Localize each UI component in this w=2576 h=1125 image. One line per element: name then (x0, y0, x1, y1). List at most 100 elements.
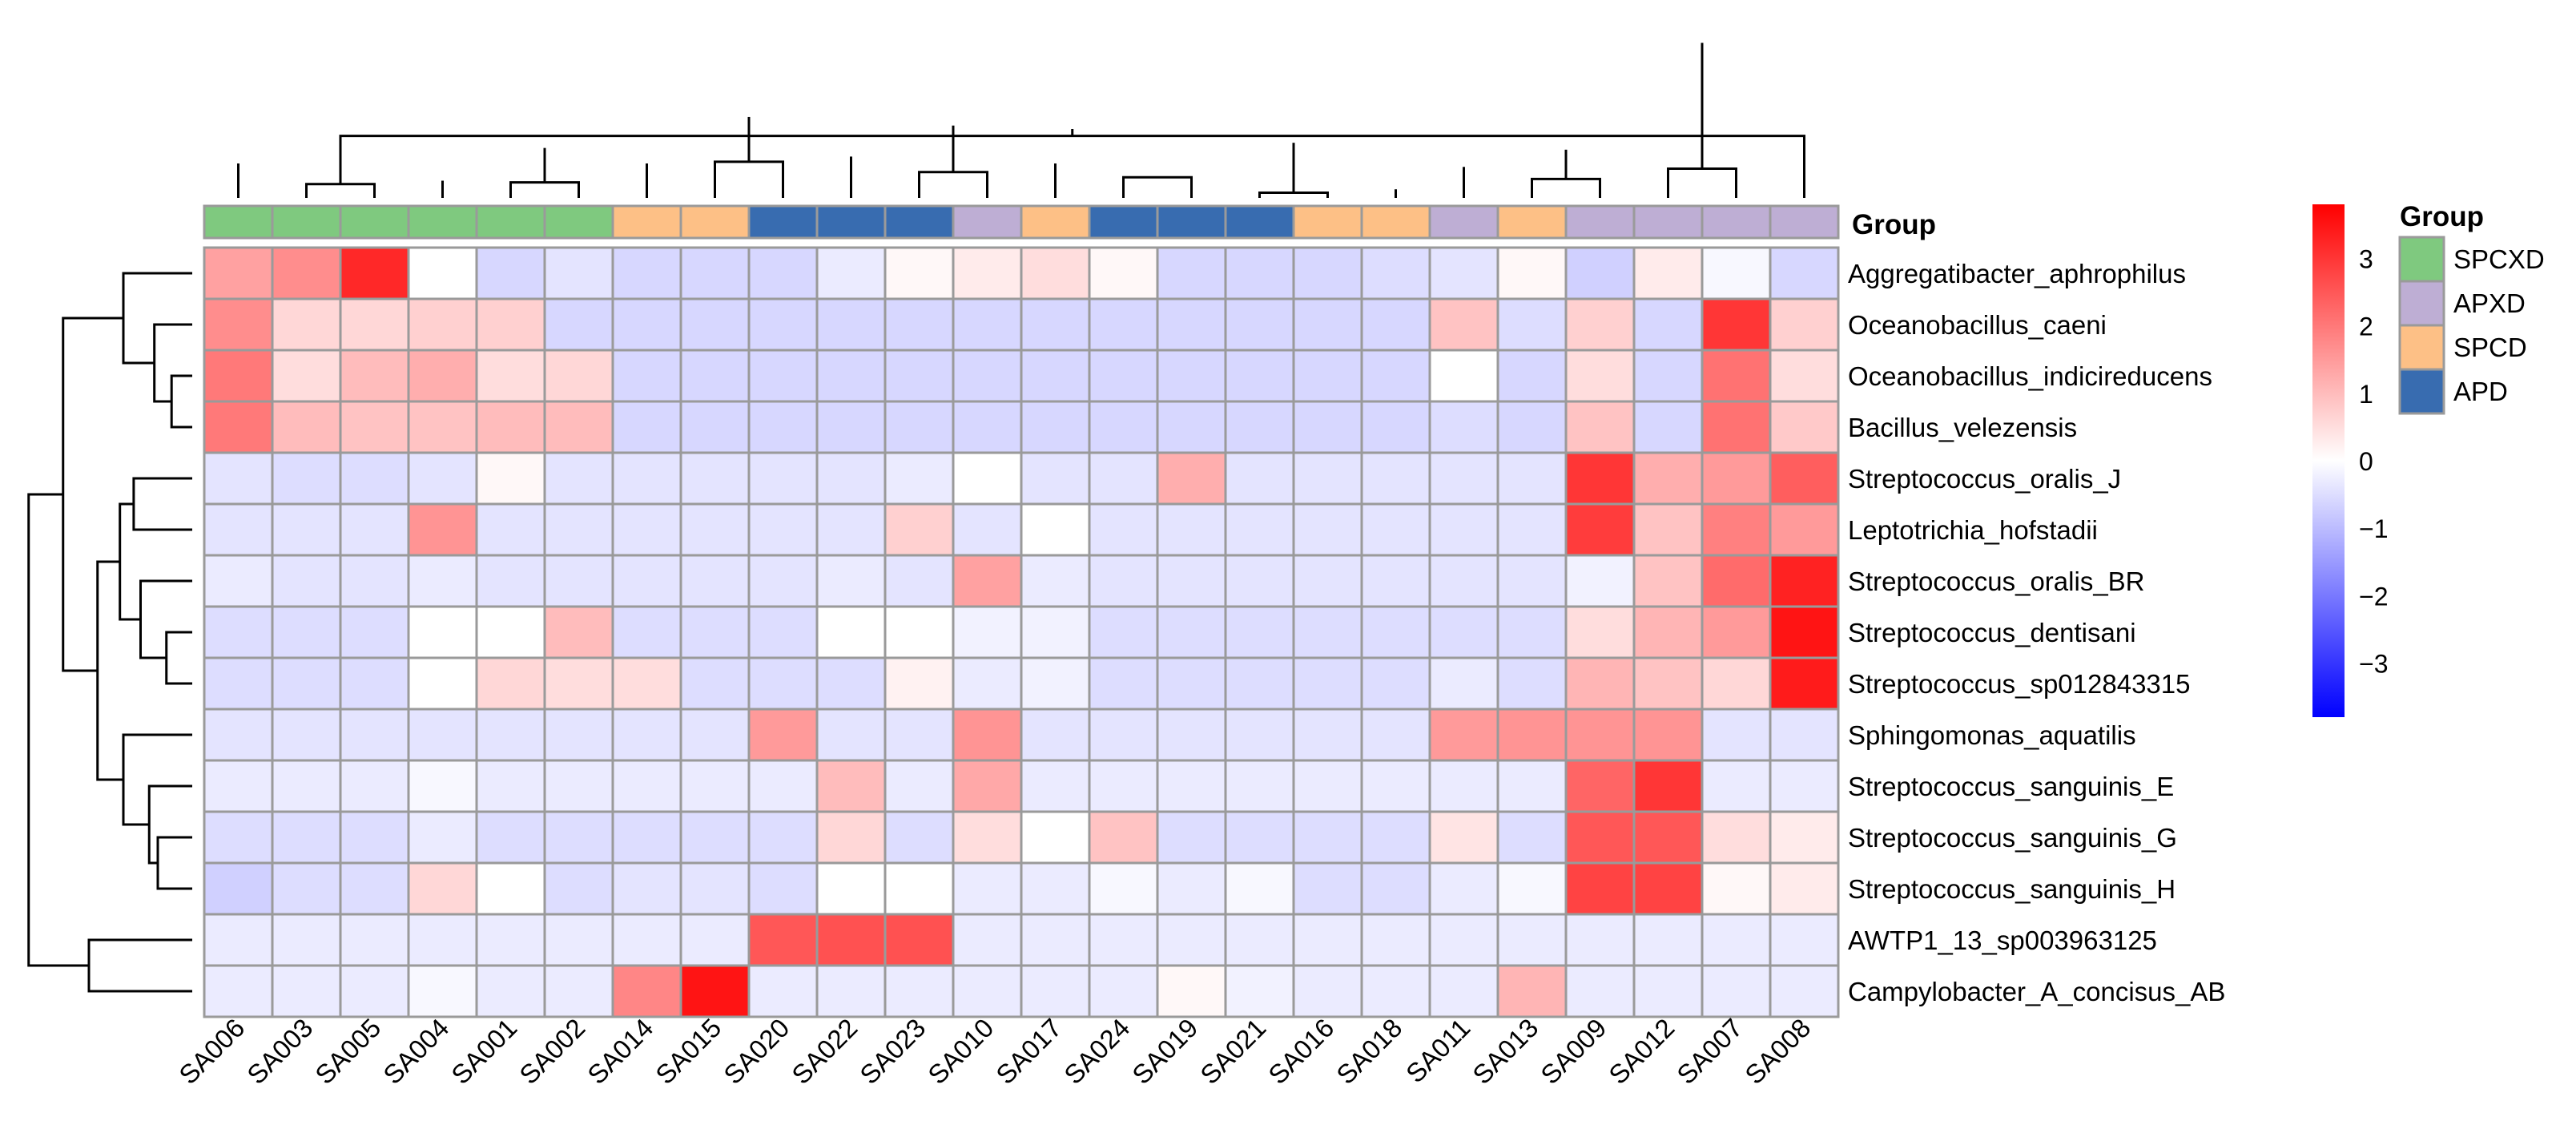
heatmap-cell (1701, 964, 1772, 1018)
heatmap-cell (611, 759, 682, 813)
heatmap-cell (679, 349, 751, 403)
heatmap-cell (1769, 708, 1840, 762)
heatmap-cell (203, 502, 274, 557)
heatmap-cell (1496, 708, 1568, 762)
heatmap-cell (1769, 554, 1840, 608)
heatmap-cell (1564, 605, 1636, 659)
heatmap-cell (883, 400, 955, 454)
heatmap-cell (1564, 708, 1636, 762)
heatmap-cell (679, 605, 751, 659)
heatmap-cell (1769, 451, 1840, 506)
heatmap-cell (1428, 349, 1499, 403)
column-label: SA006 (173, 1013, 250, 1090)
column-label: SA017 (990, 1013, 1067, 1090)
legend-label: SPCD (2453, 333, 2527, 362)
heatmap-cell (952, 349, 1023, 403)
heatmap-cell (747, 964, 819, 1018)
heatmap-cell (1088, 554, 1159, 608)
heatmap-cell (1428, 605, 1499, 659)
heatmap-cell (407, 451, 478, 506)
heatmap-cell (883, 349, 955, 403)
heatmap-cell (543, 502, 614, 557)
heatmap-cell (1701, 451, 1772, 506)
dendrogram-link (156, 836, 192, 890)
heatmap-cell (1360, 913, 1431, 967)
column-label: SA021 (1194, 1013, 1271, 1090)
color-scale-tick: 0 (2359, 447, 2373, 476)
heatmap-cell (883, 297, 955, 352)
heatmap-cell (815, 297, 887, 352)
heatmap-cell (1292, 502, 1363, 557)
heatmap-cell (611, 861, 682, 916)
heatmap-cell (271, 400, 342, 454)
heatmap-cell (952, 656, 1023, 711)
heatmap-cell (1292, 554, 1363, 608)
heatmap-cell (747, 605, 819, 659)
heatmap-cell (1224, 246, 1295, 300)
heatmap-cell (883, 913, 955, 967)
row-label: Campylobacter_A_concisus_AB (1848, 977, 2225, 1006)
heatmap-cell (747, 297, 819, 352)
heatmap-cell (339, 400, 410, 454)
dendrogram-link (87, 938, 192, 993)
heatmap-cell (747, 861, 819, 916)
row-label: Oceanobacillus_indicireducens (1848, 361, 2212, 391)
row-label: AWTP1_13_sp003963125 (1848, 925, 2157, 955)
dendrogram-link (305, 183, 376, 198)
heatmap-cell (1020, 297, 1091, 352)
row-label: Streptococcus_sanguinis_H (1848, 874, 2176, 904)
heatmap-cell (1360, 810, 1431, 865)
heatmap-cell (1564, 297, 1636, 352)
heatmap-cell (1020, 810, 1091, 865)
heatmap-cell (1088, 349, 1159, 403)
heatmap-cell (1020, 913, 1091, 967)
heatmap-cell (747, 708, 819, 762)
heatmap-cell (475, 502, 546, 557)
heatmap-cell (271, 708, 342, 762)
heatmap-cell (1156, 656, 1227, 711)
dendrogram-link (132, 477, 192, 531)
heatmap-cell (1564, 400, 1636, 454)
heatmap-cell (1088, 861, 1159, 916)
row-label: Streptococcus_sp012843315 (1848, 669, 2191, 699)
heatmap-cell (679, 554, 751, 608)
annotation-cell (543, 204, 614, 240)
heatmap-cell (203, 605, 274, 659)
heatmap-cell (611, 502, 682, 557)
heatmap-cell (1632, 656, 1704, 711)
heatmap-cell (1224, 554, 1295, 608)
heatmap-cell (952, 861, 1023, 916)
heatmap-cell (1428, 554, 1499, 608)
heatmap-cell (1020, 861, 1091, 916)
column-label: SA005 (309, 1013, 386, 1090)
heatmap-cell (815, 349, 887, 403)
heatmap-cell (1428, 400, 1499, 454)
heatmap-cell (815, 400, 887, 454)
heatmap-cell (679, 451, 751, 506)
heatmap-cell (1496, 759, 1568, 813)
heatmap-cell (1088, 400, 1159, 454)
heatmap-cell (1088, 964, 1159, 1018)
column-label: SA016 (1262, 1013, 1339, 1090)
heatmap-cell (1224, 656, 1295, 711)
heatmap-cell (1632, 451, 1704, 506)
heatmap-cell (475, 964, 546, 1018)
heatmap-cell (952, 605, 1023, 659)
heatmap-cell (1020, 246, 1091, 300)
column-label: SA022 (786, 1013, 863, 1090)
heatmap-cell (1360, 605, 1431, 659)
heatmap-cell (1156, 605, 1227, 659)
heatmap-cell (1360, 246, 1431, 300)
heatmap-cell (1088, 605, 1159, 659)
heatmap-cell (1428, 913, 1499, 967)
heatmap-cell (883, 964, 955, 1018)
heatmap-cell (475, 554, 546, 608)
color-scale-gradient (2312, 204, 2345, 717)
heatmap-cell (407, 502, 478, 557)
heatmap-cell (407, 913, 478, 967)
heatmap-cell (1769, 605, 1840, 659)
heatmap-cell (1156, 964, 1227, 1018)
heatmap-cell (1360, 964, 1431, 1018)
heatmap-cell (1632, 708, 1704, 762)
